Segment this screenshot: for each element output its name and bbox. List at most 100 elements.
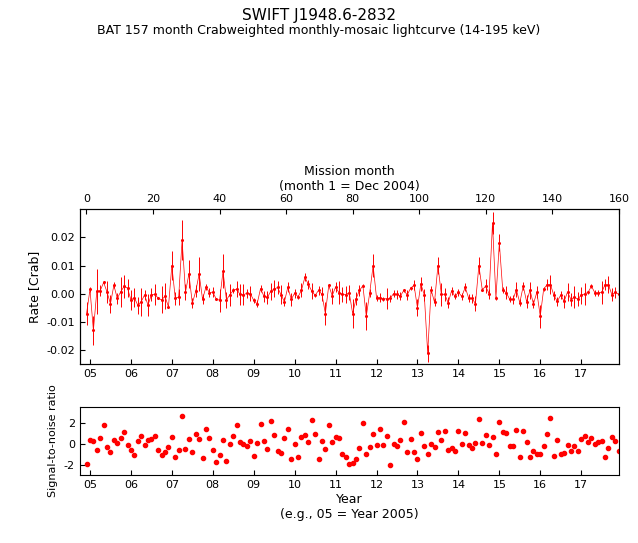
Point [457, 439, 467, 448]
Point [181, 445, 191, 454]
Point [576, 435, 586, 444]
Point [470, 439, 480, 447]
Point [310, 430, 320, 438]
Point [505, 441, 515, 450]
Point [610, 437, 620, 446]
Point [597, 437, 607, 445]
Point [300, 430, 310, 439]
Point [392, 442, 402, 451]
Point [269, 431, 279, 440]
Point [464, 440, 474, 449]
Point [511, 426, 521, 434]
Point [467, 444, 477, 452]
Point [474, 415, 484, 424]
Point [450, 447, 460, 456]
Point [201, 425, 211, 433]
Y-axis label: Rate [Crab]: Rate [Crab] [27, 250, 41, 323]
Point [487, 433, 498, 441]
Point [419, 441, 429, 450]
Point [396, 436, 406, 445]
Point [579, 432, 590, 440]
Point [600, 452, 610, 461]
Point [443, 446, 453, 454]
Point [320, 445, 330, 454]
Point [88, 437, 98, 445]
Point [290, 440, 300, 449]
Point [382, 432, 392, 440]
Point [276, 449, 286, 457]
Point [334, 434, 344, 443]
Point [252, 439, 262, 447]
Point [538, 441, 549, 450]
Point [255, 420, 265, 428]
Point [351, 454, 361, 463]
Point [293, 453, 303, 462]
X-axis label: Year
(e.g., 05 = Year 2005): Year (e.g., 05 = Year 2005) [280, 493, 419, 521]
Point [525, 453, 535, 462]
Point [112, 439, 122, 447]
Point [211, 458, 221, 466]
Point [163, 443, 174, 452]
Point [354, 444, 364, 453]
Point [150, 432, 160, 440]
Point [569, 442, 579, 451]
Point [389, 439, 399, 448]
Point [235, 437, 245, 446]
Point [542, 430, 553, 438]
Point [528, 447, 538, 456]
Point [399, 418, 409, 427]
Point [436, 435, 447, 444]
Point [406, 435, 416, 444]
Point [338, 450, 348, 459]
Point [412, 454, 422, 463]
Point [279, 433, 290, 442]
Point [549, 452, 559, 460]
Point [501, 428, 511, 437]
Point [491, 450, 501, 459]
Point [518, 427, 528, 435]
Point [95, 434, 105, 443]
Point [358, 419, 368, 427]
Point [221, 457, 232, 465]
Point [105, 447, 115, 456]
Point [494, 418, 505, 426]
Point [92, 446, 102, 454]
Point [327, 438, 338, 446]
Point [228, 432, 239, 441]
Point [313, 454, 323, 463]
Point [249, 452, 259, 460]
Point [426, 440, 436, 449]
Point [559, 449, 569, 457]
Text: SWIFT J1948.6-2832: SWIFT J1948.6-2832 [242, 8, 396, 23]
Point [245, 437, 255, 445]
Point [484, 440, 494, 449]
Point [143, 436, 153, 445]
Point [433, 427, 443, 436]
Point [214, 451, 225, 460]
Point [82, 459, 92, 468]
Point [98, 421, 108, 430]
Point [593, 438, 604, 447]
Point [208, 446, 218, 454]
Point [586, 434, 597, 443]
Point [140, 440, 150, 449]
Point [545, 414, 556, 423]
Point [563, 440, 573, 449]
Point [521, 438, 531, 446]
Point [239, 440, 249, 449]
Point [194, 435, 204, 444]
Point [283, 425, 293, 434]
Point [440, 427, 450, 435]
Point [508, 441, 518, 450]
Point [122, 440, 133, 449]
Point [197, 454, 207, 463]
Point [272, 447, 283, 456]
Point [133, 437, 143, 446]
Point [378, 441, 389, 450]
Point [115, 433, 126, 442]
Point [108, 435, 119, 444]
Point [477, 438, 487, 447]
Point [126, 446, 136, 454]
Y-axis label: Signal-to-noise ratio: Signal-to-noise ratio [48, 384, 58, 497]
Point [297, 433, 307, 441]
